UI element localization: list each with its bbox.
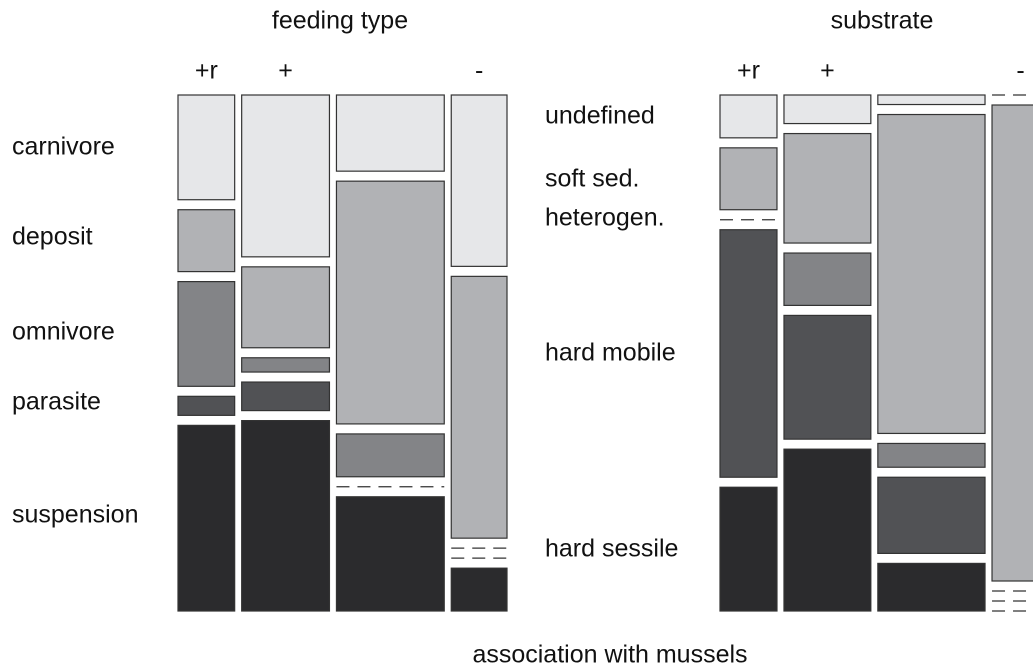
mosaic-cell	[177, 281, 236, 387]
row-label: parasite	[12, 388, 101, 416]
mosaic-cell	[177, 424, 236, 612]
column-label: +r	[737, 57, 760, 85]
mosaic-cell	[783, 448, 872, 612]
row-label: deposit	[12, 223, 93, 251]
mosaic-cell	[783, 94, 872, 125]
mosaic-cell	[335, 496, 445, 612]
column-label: +	[278, 57, 293, 85]
mosaic-cell	[877, 562, 986, 612]
mosaic-cell	[177, 209, 236, 273]
mosaic-cell	[241, 357, 331, 373]
row-label: undefined	[545, 102, 655, 130]
mosaic-cell	[783, 314, 872, 440]
column-label: -	[1016, 57, 1024, 85]
panel-title: feeding type	[272, 7, 408, 35]
x-axis-label: association with mussels	[472, 641, 747, 669]
mosaic-cell	[335, 180, 445, 425]
row-label: hard sessile	[545, 535, 678, 563]
mosaic-cell	[877, 94, 986, 106]
mosaic-cell	[177, 94, 236, 201]
mosaic-cell	[241, 420, 331, 612]
row-label: omnivore	[12, 318, 115, 346]
row-label: suspension	[12, 501, 138, 529]
mosaic-cell	[335, 433, 445, 478]
mosaic-cell	[450, 94, 508, 267]
panel-title: substrate	[831, 7, 934, 35]
column-label: +	[820, 57, 835, 85]
column-label: +r	[195, 57, 218, 85]
mosaic-cell	[241, 381, 331, 412]
mosaic-cell	[719, 229, 778, 478]
mosaic-cell	[877, 476, 986, 554]
row-label: carnivore	[12, 133, 115, 161]
mosaic-cell	[877, 113, 986, 435]
mosaic-cell	[335, 94, 445, 172]
mosaic-cell	[241, 94, 331, 258]
mosaic-cell	[177, 395, 236, 416]
mosaic-cell	[450, 275, 508, 539]
mosaic-cell	[450, 567, 508, 612]
mosaic-cell	[719, 147, 778, 211]
row-label: soft sed.	[545, 165, 640, 193]
mosaic-cell	[783, 252, 872, 306]
mosaic-cell	[991, 104, 1033, 582]
mosaic-cell	[783, 132, 872, 244]
mosaic-cell	[719, 486, 778, 612]
mosaic-cell	[719, 94, 778, 139]
row-label: heterogen.	[545, 204, 665, 232]
row-label: hard mobile	[545, 339, 676, 367]
mosaic-cell	[877, 442, 986, 468]
column-label: -	[475, 57, 483, 85]
mosaic-cell	[241, 266, 331, 349]
